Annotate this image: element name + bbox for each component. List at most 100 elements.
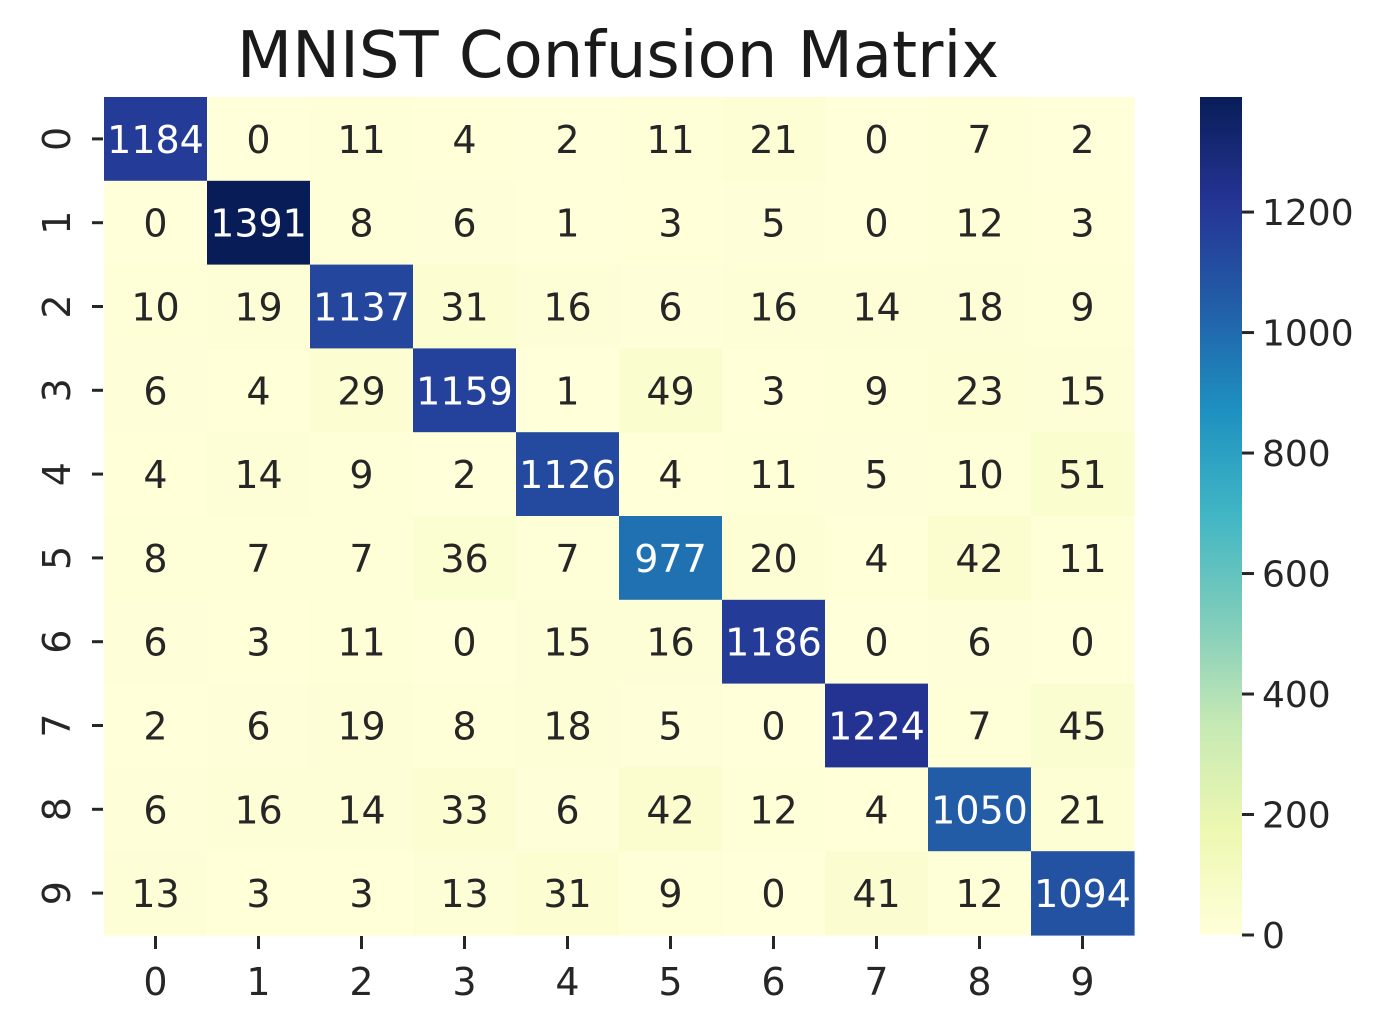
cell-value-label: 42 [646, 788, 694, 832]
heatmap-cell [413, 599, 517, 685]
heatmap-cell [516, 97, 620, 182]
colorbar-tick-label: 800 [1262, 434, 1331, 475]
cell-value-label: 18 [543, 705, 591, 749]
cell-value-label: 5 [761, 202, 785, 246]
heatmap-cell [104, 516, 208, 601]
cell-value-label: 42 [955, 537, 1003, 581]
heatmap-cell [825, 599, 929, 685]
heatmap-cell [928, 264, 1032, 349]
chart-title: MNIST Confusion Matrix [237, 19, 999, 93]
heatmap-cell [310, 264, 414, 349]
cell-value-label: 9 [864, 369, 888, 413]
heatmap-cell [928, 767, 1032, 852]
heatmap-cell [825, 432, 929, 517]
cell-value-label: 16 [646, 621, 694, 665]
heatmap-cell [722, 683, 826, 768]
heatmap-cell [1031, 767, 1135, 852]
heatmap-cell [104, 599, 208, 685]
cell-value-label: 6 [555, 788, 579, 832]
heatmap-cell [310, 851, 414, 936]
heatmap-cell [825, 264, 929, 349]
cell-value-label: 15 [1058, 369, 1106, 413]
heatmap-cell [1031, 516, 1135, 601]
heatmap-cell [310, 97, 414, 182]
cell-value-label: 4 [246, 369, 270, 413]
cell-value-label: 33 [440, 788, 488, 832]
heatmap-cell [1031, 264, 1135, 349]
cell-value-label: 23 [955, 369, 1003, 413]
heatmap-cell [722, 851, 826, 936]
x-tick-label: 9 [1070, 960, 1094, 1004]
heatmap-cell [207, 599, 311, 685]
cell-value-label: 10 [955, 453, 1003, 497]
y-tick-label: 8 [35, 797, 79, 821]
heatmap-cell [928, 599, 1032, 685]
cell-value-label: 31 [440, 286, 488, 330]
cell-value-label: 7 [967, 705, 991, 749]
cell-value-label: 12 [749, 788, 797, 832]
cell-value-label: 5 [864, 453, 888, 497]
heatmap-cell [413, 264, 517, 349]
heatmap-cell [825, 348, 929, 433]
cell-value-label: 4 [658, 453, 682, 497]
cell-value-label: 0 [246, 118, 270, 162]
cell-value-label: 3 [349, 872, 373, 916]
heatmap-cell [104, 683, 208, 768]
cell-value-label: 6 [452, 202, 476, 246]
heatmap-cell [516, 264, 620, 349]
cell-value-label: 0 [761, 705, 785, 749]
heatmap-cell [722, 348, 826, 433]
heatmap-cell [413, 516, 517, 601]
heatmap-cell [619, 97, 723, 182]
heatmap-cell [310, 432, 414, 517]
heatmap-cell [619, 516, 723, 601]
heatmap-cell [928, 348, 1032, 433]
cell-value-label: 19 [234, 286, 282, 330]
cell-value-label: 6 [246, 705, 270, 749]
heatmap-cell [825, 516, 929, 601]
cell-value-label: 1050 [931, 788, 1028, 832]
cell-value-label: 19 [337, 705, 385, 749]
heatmap-cell [310, 767, 414, 852]
cell-value-label: 0 [1070, 621, 1094, 665]
heatmap-cell [207, 97, 311, 182]
heatmap-cell [825, 97, 929, 182]
cell-value-label: 16 [543, 286, 591, 330]
cell-value-label: 8 [452, 705, 476, 749]
cell-value-label: 4 [864, 788, 888, 832]
y-tick-label: 0 [35, 127, 79, 151]
heatmap-cell [104, 348, 208, 433]
x-axis: 0 1 2 3 4 5 6 7 8 9 [143, 936, 1095, 1004]
cell-value-label: 6 [967, 621, 991, 665]
cell-value-label: 1 [555, 202, 579, 246]
cell-value-label: 7 [246, 537, 270, 581]
cell-value-label: 0 [143, 202, 167, 246]
heatmap-cell [310, 516, 414, 601]
heatmap-cell [619, 180, 723, 266]
colorbar [1200, 97, 1242, 935]
x-tick-label: 6 [761, 960, 785, 1004]
cell-value-label: 11 [749, 453, 797, 497]
heatmap-cell [516, 767, 620, 852]
cell-value-label: 7 [349, 537, 373, 581]
heatmap-cell [310, 683, 414, 768]
y-tick-label: 6 [35, 630, 79, 654]
cell-value-label: 6 [143, 369, 167, 413]
heatmap-cell [1031, 851, 1135, 936]
heatmap-cell [722, 516, 826, 601]
cell-value-label: 36 [440, 537, 488, 581]
y-tick-label: 4 [35, 462, 79, 486]
cell-value-label: 1391 [210, 202, 307, 246]
x-tick-label: 4 [555, 960, 579, 1004]
cell-value-label: 20 [749, 537, 797, 581]
heatmap-cell [516, 683, 620, 768]
cell-value-label: 18 [955, 286, 1003, 330]
cell-value-label: 11 [337, 621, 385, 665]
cell-value-label: 4 [452, 118, 476, 162]
x-tick-label: 5 [658, 960, 682, 1004]
heatmap-cell [619, 683, 723, 768]
cell-value-label: 2 [452, 453, 476, 497]
cell-value-label: 3 [246, 872, 270, 916]
heatmap-cell [928, 683, 1032, 768]
heatmap-cell [928, 432, 1032, 517]
